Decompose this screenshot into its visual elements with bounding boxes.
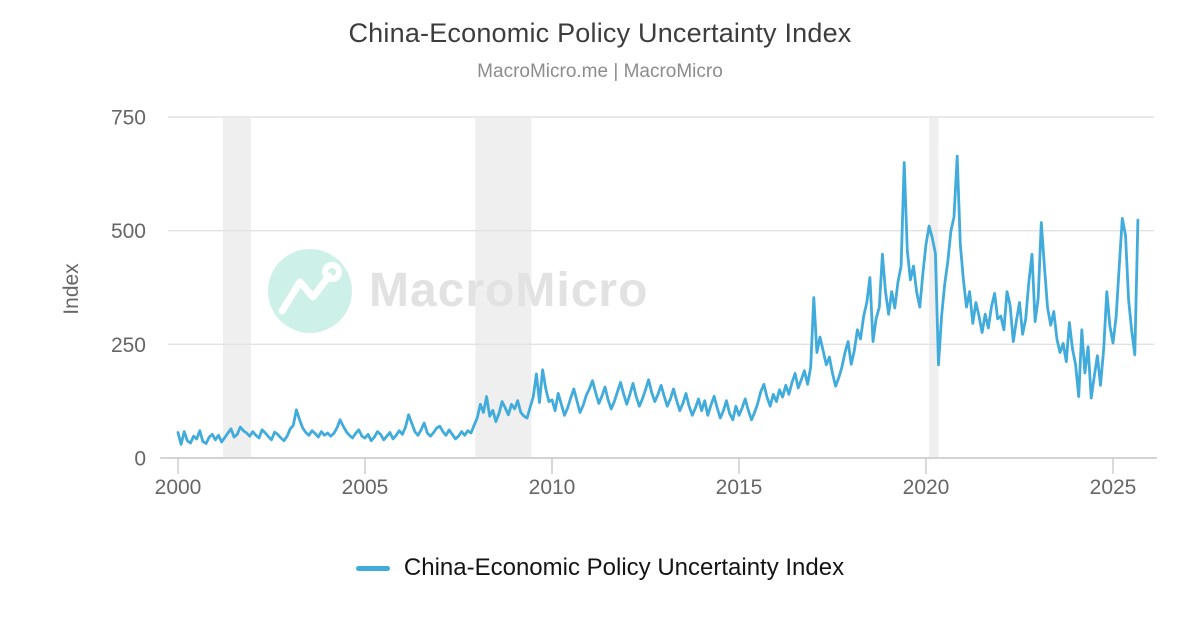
x-tick-label: 2020 [903,476,950,499]
recession-band [929,118,939,457]
y-tick-label: 750 [111,107,146,130]
x-tick-label: 2000 [155,476,202,499]
chart-title: China-Economic Policy Uncertainty Index [348,18,852,48]
y-tick-label: 250 [111,334,146,357]
x-tick-label: 2025 [1090,476,1137,499]
x-tick-label: 2015 [716,476,763,499]
legend-label: China-Economic Policy Uncertainty Index [403,554,845,581]
y-tick-label: 0 [134,448,146,471]
x-tick-label: 2010 [529,476,576,499]
series-line[interactable] [176,154,1140,446]
recession-band [222,118,251,457]
x-tick-label: 2005 [342,476,389,499]
legend-line-swatch [355,565,390,571]
y-tick-label: 500 [111,220,146,243]
legend-item[interactable]: China-Economic Policy Uncertainty Index [0,550,1200,586]
chart-subtitle: MacroMicro.me | MacroMicro [477,61,723,82]
